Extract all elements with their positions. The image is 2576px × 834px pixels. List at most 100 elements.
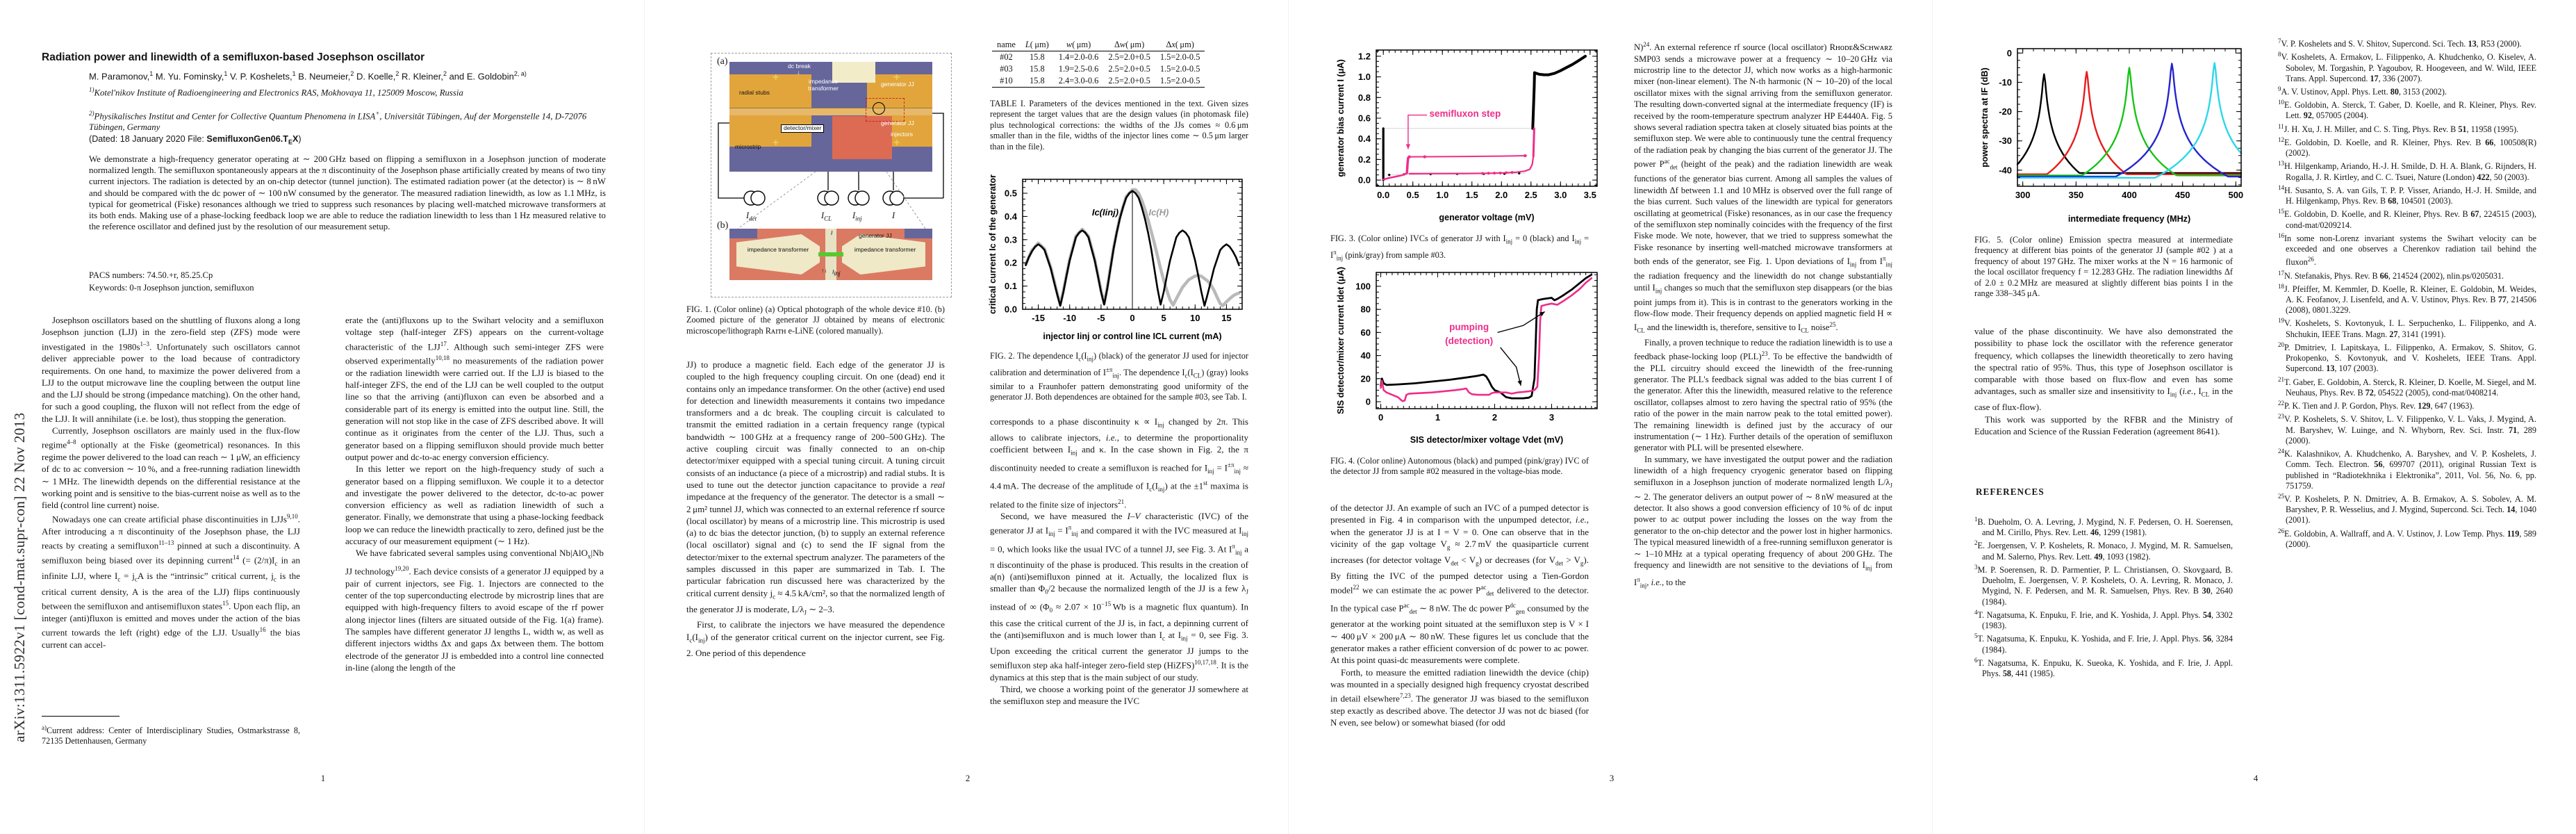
svg-text:0.3: 0.3 [1005,234,1017,245]
svg-text:350: 350 [2068,190,2083,200]
source-label-iinj: Iinj [852,211,862,222]
footnote: a)Current address: Center of Interdiscip… [42,724,300,746]
fig1b-current-iinj: Iinj [832,268,841,277]
down-arrow-icon: ↓ [797,69,800,76]
reference-item: 15E. Goldobin, D. Koelle, and R. Kleiner… [2278,208,2537,230]
page-4: 300 350 400 450 500 0 -10 -20 -30 -40 intermediate… [1932,0,2576,834]
reference-item: 21T. Gaber, E. Goldobin, A. Sterck, R. K… [2278,375,2536,398]
page1-column-1: Josephson oscillators based on the shutt… [42,314,300,651]
fig1a-label-impedance-transformer: impedance transformer [808,78,839,92]
source-label-i: I [892,211,895,220]
svg-text:0.5: 0.5 [1005,188,1017,199]
reference-item: 10E. Goldobin, A. Sterck, T. Gaber, D. K… [2278,99,2536,121]
svg-text:20: 20 [1361,373,1371,384]
impedance-transformer-left [736,234,820,275]
paragraph: JJ) to produce a magnetic field. Each ed… [686,359,946,616]
paragraph: N)24. An external reference rf source (l… [1634,41,1892,335]
fig5-plot: 300 350 400 450 500 0 -10 -20 -30 -40 intermediate… [1980,48,2243,224]
fig1a-label-microstrip: microstrip [735,143,761,150]
fig1a-marker: (a) [717,56,728,67]
svg-text:10: 10 [1190,313,1200,323]
references-heading: REFERENCES [1976,486,2045,497]
reference-item: 14H. Susanto, S. A. van Gils, T. P. P. V… [2278,183,2536,206]
page3-column-1: of the detector JJ. An example of such a… [1330,502,1589,728]
svg-text:pumping: pumping [1449,322,1489,332]
alignment-cross-icon: + [773,137,779,149]
paragraph: Third, we choose a working point of the … [990,683,1248,707]
reference-item: 2E. Joergensen, V. P. Koshelets, R. Mona… [1974,539,2233,562]
svg-text:0: 0 [1378,412,1383,423]
svg-text:0.6: 0.6 [1358,113,1371,124]
fig1a-chip-photo: + + + + dc break ↓ impedance transformer… [729,62,932,172]
reference-item: 19V. Koshelets, S. Kovtonyuk, I. L. Serp… [2278,317,2536,339]
svg-text:1.0: 1.0 [1436,190,1448,200]
affiliation-1: 1)Kotel'nikov Institute of Radioengineer… [89,86,463,98]
figure-1: (a) + + + + dc break ↓ impedance transfo… [711,53,952,297]
svg-text:2.5: 2.5 [1525,190,1537,200]
svg-text:2: 2 [1492,412,1497,423]
svg-text:intermediate frequency (MHz): intermediate frequency (MHz) [2068,214,2190,224]
photo-b-corner [905,229,932,238]
page1-column-2: erate the (anti)fluxons up to the Swihar… [345,314,604,673]
figure-3-caption: FIG. 3. (Color online) IVCs of generator… [1330,234,1590,262]
svg-text:1.2: 1.2 [1358,51,1371,61]
footnote-rule [42,716,119,717]
svg-text:semifluxon step: semifluxon step [1430,108,1501,119]
fig3-plot: 0.0 0.5 1.0 1.5 2.0 2.5 3.0 3.5 0.0 0.2 0.4 0.6 0.8 1… [1336,49,1598,222]
fig1a-label-dc-break: dc break [788,63,811,70]
svg-text:-15: -15 [1032,313,1045,323]
chip-injector-region [832,116,892,159]
svg-text:-40: -40 [1999,165,2012,175]
paragraph: erate the (anti)fluxons up to the Swihar… [345,315,604,462]
svg-text:-30: -30 [1999,136,2012,146]
svg-text:0: 0 [1130,313,1134,323]
page-2: (a) + + + + dc break ↓ impedance transfo… [644,0,1289,834]
paper-title: Radiation power and linewidth of a semif… [42,51,425,63]
page-number-2: 2 [965,773,971,783]
svg-text:0.4: 0.4 [1358,133,1371,144]
paragraph: Finally, a proven technique to reduce th… [1634,337,1892,453]
svg-text:generator bias current I (μA): generator bias current I (μA) [1336,59,1346,177]
generator-jj-bar [818,252,843,256]
reference-item: 17N. Stefanakis, Phys. Rev. B 66, 214524… [2278,269,2504,281]
fig4-plot: 0 1 2 3 0 20 40 60 80 100 pumping (detection) SIS de… [1336,267,1598,445]
author-list: M. Paramonov,1 M. Yu. Fominsky,1 V. P. K… [89,70,527,82]
svg-text:injector Iinj or control line: injector Iinj or control line ICL curren… [1043,332,1221,341]
chip-pad [832,62,875,83]
svg-text:500: 500 [2228,190,2243,200]
reference-item: 12E. Goldobin, D. Koelle, and R. Kleiner… [2278,136,2537,158]
paragraph: value of the phase discontinuity. We hav… [1974,326,2233,413]
svg-text:3: 3 [1549,412,1554,423]
svg-text:400: 400 [2122,190,2137,200]
reference-item: 6T. Nagatsuma, K. Enpuku, K. Sueoka, K. … [1974,656,2233,679]
arxiv-watermark: arXiv:1311.5922v1 [cond-mat.supr-con] 22… [11,412,28,742]
reference-item: 7V. P. Koshelets and S. V. Shitov, Super… [2278,38,2522,49]
fig1a-label-generator-jj-2: generator JJ [881,120,914,126]
table-header-cell: w( μm) [1053,39,1104,51]
reference-item: 20P. Dmitriev, I. Lapitskaya, L. Filippe… [2278,341,2536,374]
svg-text:-10: -10 [1063,313,1076,323]
dated-line: (Dated: 18 January 2020 File: Semifluxon… [89,134,302,146]
svg-text:Ic(H): Ic(H) [1148,207,1169,218]
fig1b-label-impedance-left: impedance transformer [747,246,809,253]
svg-text:0: 0 [2007,48,2012,58]
svg-text:SIS detector/mixer voltage Vde: SIS detector/mixer voltage Vdet (mV) [1410,435,1563,445]
svg-text:80: 80 [1361,304,1371,315]
svg-text:5: 5 [1162,313,1166,323]
svg-text:Ic(Iinj): Ic(Iinj) [1092,207,1118,218]
fig1a-label-injectors: injectors [891,131,913,138]
reference-item: 1B. Dueholm, O. A. Levring, J. Mygind, N… [1974,516,2233,538]
svg-text:0.0: 0.0 [1358,175,1371,186]
chip-microstrip-line [729,108,932,115]
svg-text:0.2: 0.2 [1005,258,1017,268]
svg-text:generator voltage (mV): generator voltage (mV) [1439,213,1534,222]
fig1b-current-i: I [831,229,833,236]
table-row: #03 15.8 1.9=2.5-0.6 2.5=2.0+0.5 1.5=2.0-0.5 [1000,64,1200,74]
jj-zoom-outline [866,98,905,122]
paragraph: of the detector JJ. An example of such a… [1330,502,1589,666]
keywords: Keywords: 0-π Josephson junction, semifl… [89,283,254,293]
photo-b-corner [729,229,757,238]
page4-column-1: value of the phase discontinuity. We hav… [1974,325,2233,437]
svg-text:0.0: 0.0 [1377,190,1389,200]
affiliation-2: 2)Physikalisches Institut and Center for… [89,110,587,133]
